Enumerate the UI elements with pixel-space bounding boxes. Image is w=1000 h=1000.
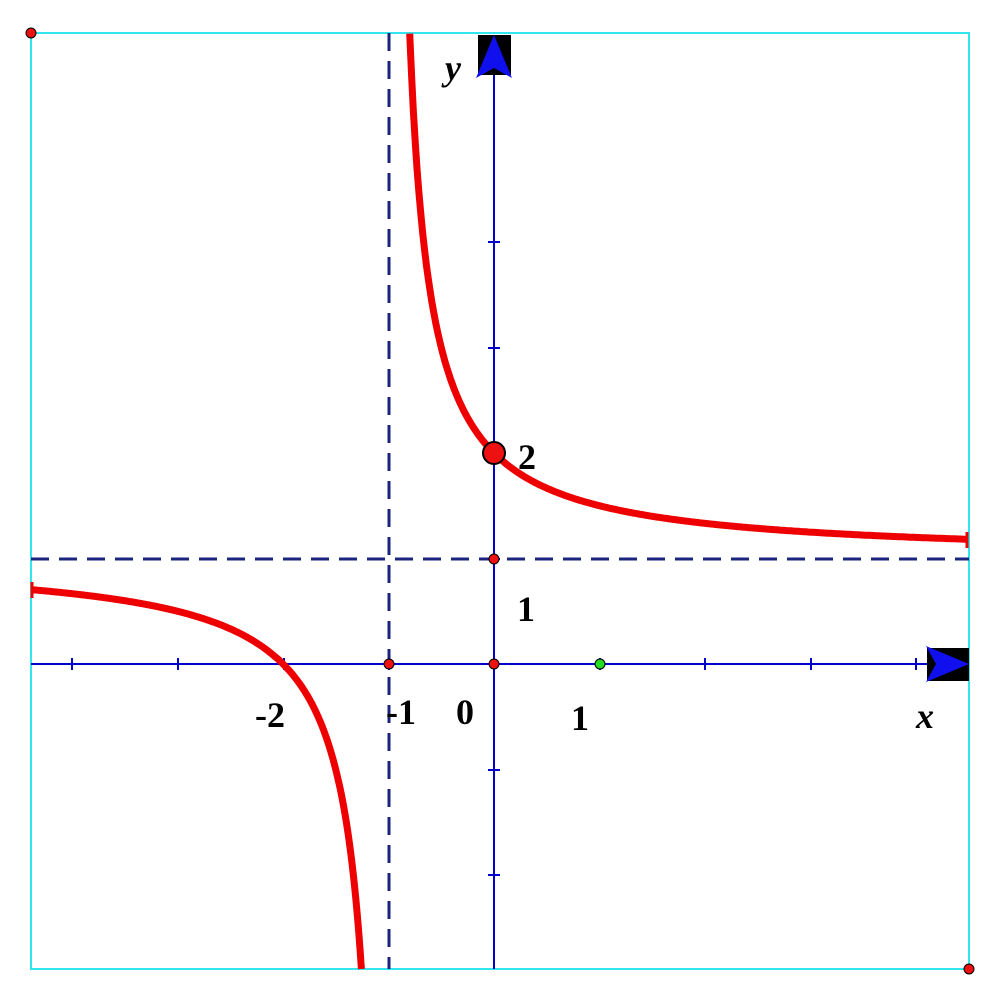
points [25, 27, 975, 975]
y-arrow [476, 35, 512, 78]
point [594, 658, 606, 670]
point [488, 553, 500, 565]
point [383, 658, 395, 670]
label: 1 [571, 698, 589, 738]
intercept-point [482, 441, 506, 465]
curve-left-branch [30, 586, 365, 970]
label: -1 [386, 692, 416, 732]
label: 0 [456, 692, 474, 732]
point [488, 658, 500, 670]
axes [31, 60, 940, 969]
point [25, 27, 37, 39]
point [963, 963, 975, 975]
label: 1 [517, 589, 535, 629]
x-arrow [926, 646, 969, 682]
y-axis-label: y [441, 48, 462, 88]
label: -2 [255, 695, 285, 735]
label: 2 [518, 437, 536, 477]
frame [30, 32, 970, 970]
x-axis-label: x [915, 696, 934, 736]
